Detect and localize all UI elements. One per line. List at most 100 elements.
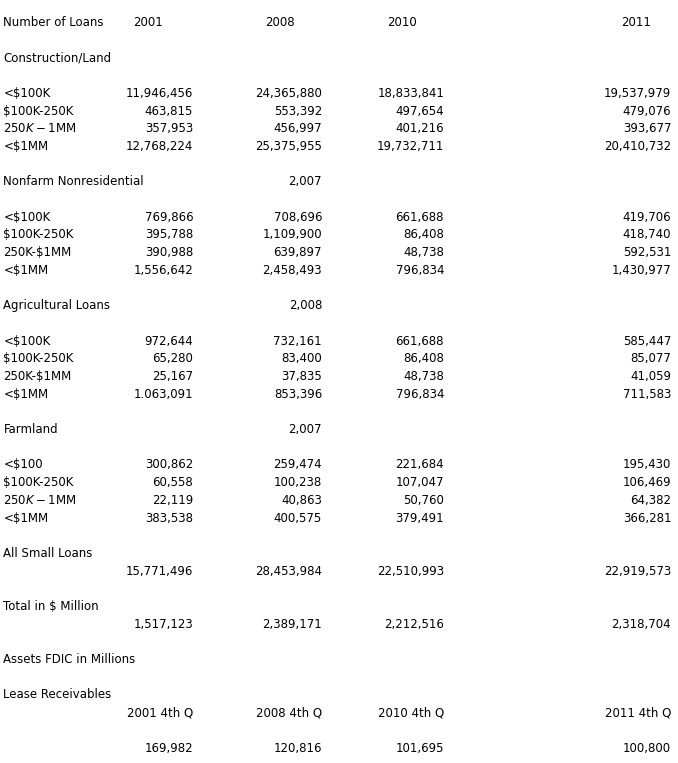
Text: 22,119: 22,119 [152,494,193,507]
Text: 463,815: 463,815 [145,105,193,118]
Text: <$100K: <$100K [3,211,51,224]
Text: 357,953: 357,953 [145,122,193,135]
Text: 2008 4th Q: 2008 4th Q [256,707,322,720]
Text: 2,212,516: 2,212,516 [384,618,444,631]
Text: 195,430: 195,430 [623,459,671,472]
Text: 1,109,900: 1,109,900 [262,228,322,241]
Text: 401,216: 401,216 [395,122,444,135]
Text: <$1MM: <$1MM [3,140,49,153]
Text: 12,768,224: 12,768,224 [126,140,193,153]
Text: 379,491: 379,491 [395,511,444,524]
Text: 393,677: 393,677 [622,122,671,135]
Text: 120,816: 120,816 [273,742,322,755]
Text: 1,556,642: 1,556,642 [134,264,193,277]
Text: Farmland: Farmland [3,423,58,436]
Text: 2011: 2011 [621,16,651,29]
Text: 22,919,573: 22,919,573 [604,565,671,578]
Text: 25,375,955: 25,375,955 [255,140,322,153]
Text: 456,997: 456,997 [273,122,322,135]
Text: 796,834: 796,834 [395,264,444,277]
Text: 107,047: 107,047 [395,476,444,489]
Text: 37,835: 37,835 [281,370,322,383]
Text: 1,517,123: 1,517,123 [134,618,193,631]
Text: <$1MM: <$1MM [3,511,49,524]
Text: 28,453,984: 28,453,984 [255,565,322,578]
Text: Lease Receivables: Lease Receivables [3,688,112,701]
Text: 497,654: 497,654 [395,105,444,118]
Text: 479,076: 479,076 [622,105,671,118]
Text: 2,389,171: 2,389,171 [262,618,322,631]
Text: 48,738: 48,738 [403,246,444,259]
Text: 22,510,993: 22,510,993 [377,565,444,578]
Text: 853,396: 853,396 [274,388,322,401]
Text: 40,863: 40,863 [281,494,322,507]
Text: $100K-250K: $100K-250K [3,353,74,365]
Text: $250K-$1MM: $250K-$1MM [3,122,77,135]
Text: 661,688: 661,688 [395,211,444,224]
Text: All Small Loans: All Small Loans [3,547,93,560]
Text: 2,007: 2,007 [289,423,322,436]
Text: 796,834: 796,834 [395,388,444,401]
Text: 553,392: 553,392 [274,105,322,118]
Text: 100,800: 100,800 [623,742,671,755]
Text: 300,862: 300,862 [145,459,193,472]
Text: 18,833,841: 18,833,841 [377,87,444,100]
Text: 25,167: 25,167 [152,370,193,383]
Text: 1.063,091: 1.063,091 [134,388,193,401]
Text: $100K-250K: $100K-250K [3,105,74,118]
Text: 390,988: 390,988 [145,246,193,259]
Text: 769,866: 769,866 [144,211,193,224]
Text: 732,161: 732,161 [273,335,322,348]
Text: 19,537,979: 19,537,979 [604,87,671,100]
Text: 15,771,496: 15,771,496 [126,565,193,578]
Text: 106,469: 106,469 [622,476,671,489]
Text: 708,696: 708,696 [273,211,322,224]
Text: 400,575: 400,575 [274,511,322,524]
Text: 592,531: 592,531 [623,246,671,259]
Text: 83,400: 83,400 [281,353,322,365]
Text: 2,458,493: 2,458,493 [262,264,322,277]
Text: 383,538: 383,538 [145,511,193,524]
Text: 366,281: 366,281 [622,511,671,524]
Text: 2011 4th Q: 2011 4th Q [605,707,671,720]
Text: 221,684: 221,684 [395,459,444,472]
Text: Nonfarm Nonresidential: Nonfarm Nonresidential [3,175,144,188]
Text: 2,318,704: 2,318,704 [612,618,671,631]
Text: $250K-$1MM: $250K-$1MM [3,494,77,507]
Text: 2010: 2010 [387,16,417,29]
Text: 24,365,880: 24,365,880 [255,87,322,100]
Text: 2008: 2008 [265,16,295,29]
Text: <$100K: <$100K [3,335,51,348]
Text: 2010 4th Q: 2010 4th Q [378,707,444,720]
Text: 972,644: 972,644 [144,335,193,348]
Text: <$100K: <$100K [3,87,51,100]
Text: 711,583: 711,583 [623,388,671,401]
Text: 19,732,711: 19,732,711 [377,140,444,153]
Text: 419,706: 419,706 [622,211,671,224]
Text: 250K-$1MM: 250K-$1MM [3,246,72,259]
Text: $100K-250K: $100K-250K [3,228,74,241]
Text: Total in $ Million: Total in $ Million [3,600,99,613]
Text: 661,688: 661,688 [395,335,444,348]
Text: Agricultural Loans: Agricultural Loans [3,299,111,312]
Text: 60,558: 60,558 [153,476,193,489]
Text: 639,897: 639,897 [273,246,322,259]
Text: 86,408: 86,408 [403,353,444,365]
Text: 86,408: 86,408 [403,228,444,241]
Text: 585,447: 585,447 [623,335,671,348]
Text: 48,738: 48,738 [403,370,444,383]
Text: 65,280: 65,280 [153,353,193,365]
Text: 418,740: 418,740 [622,228,671,241]
Text: <$1MM: <$1MM [3,264,49,277]
Text: 20,410,732: 20,410,732 [604,140,671,153]
Text: 11,946,456: 11,946,456 [126,87,193,100]
Text: 85,077: 85,077 [631,353,671,365]
Text: 2,008: 2,008 [289,299,322,312]
Text: 2001: 2001 [133,16,163,29]
Text: 50,760: 50,760 [403,494,444,507]
Text: 259,474: 259,474 [273,459,322,472]
Text: 2001 4th Q: 2001 4th Q [127,707,193,720]
Text: 169,982: 169,982 [144,742,193,755]
Text: $100K-250K: $100K-250K [3,476,74,489]
Text: 64,382: 64,382 [631,494,671,507]
